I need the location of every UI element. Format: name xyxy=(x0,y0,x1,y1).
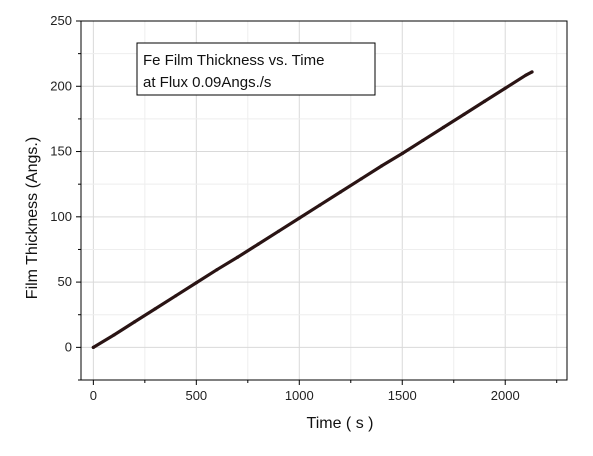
data-point xyxy=(91,345,95,349)
data-point xyxy=(256,242,260,246)
data-point xyxy=(503,86,507,90)
x-tick-label: 2000 xyxy=(491,388,520,403)
x-tick-label: 1000 xyxy=(285,388,314,403)
data-point xyxy=(400,151,404,156)
y-tick-label: 200 xyxy=(50,78,72,93)
y-axis-title: Film Thickness (Angs.) xyxy=(24,137,41,299)
data-point xyxy=(524,73,528,77)
data-point xyxy=(318,203,322,207)
data-point xyxy=(215,268,219,272)
data-point xyxy=(112,333,116,337)
data-point xyxy=(483,99,487,103)
annotation-line-2: at Flux 0.09Angs./s xyxy=(143,74,271,91)
data-point xyxy=(359,177,363,181)
data-point xyxy=(530,70,534,74)
annotation-line-1: Fe Film Thickness vs. Time xyxy=(143,52,324,69)
x-tick-label: 0 xyxy=(90,388,97,403)
x-axis-title: Time ( s ) xyxy=(307,415,374,432)
data-point xyxy=(235,255,240,259)
x-tick-label: 1500 xyxy=(388,388,417,403)
axis-ticks: 0 500 1000 1500 2000 0 50 100 150 200 250 xyxy=(50,13,558,403)
data-point xyxy=(153,307,157,311)
annotation-frame xyxy=(136,42,376,96)
y-tick-label: 150 xyxy=(50,144,72,159)
y-tick-label: 50 xyxy=(58,274,72,289)
y-tick-label: 0 xyxy=(65,339,72,354)
y-tick-label: 250 xyxy=(50,13,72,28)
plot-frame xyxy=(80,20,568,381)
data-point xyxy=(277,229,281,233)
y-tick-label: 100 xyxy=(50,209,72,224)
data-point xyxy=(441,125,446,129)
data-point xyxy=(132,320,137,324)
data-point xyxy=(338,190,343,194)
data-point xyxy=(380,164,384,168)
annotation-box: Fe Film Thickness vs. Time at Flux 0.09A… xyxy=(136,42,376,96)
data-point xyxy=(421,138,425,143)
data-point xyxy=(462,112,466,116)
data-point xyxy=(194,281,198,285)
data-point xyxy=(174,294,178,298)
data-point xyxy=(297,216,301,220)
series-line xyxy=(91,70,534,349)
x-tick-label: 500 xyxy=(185,388,207,403)
series-layer xyxy=(91,70,534,349)
